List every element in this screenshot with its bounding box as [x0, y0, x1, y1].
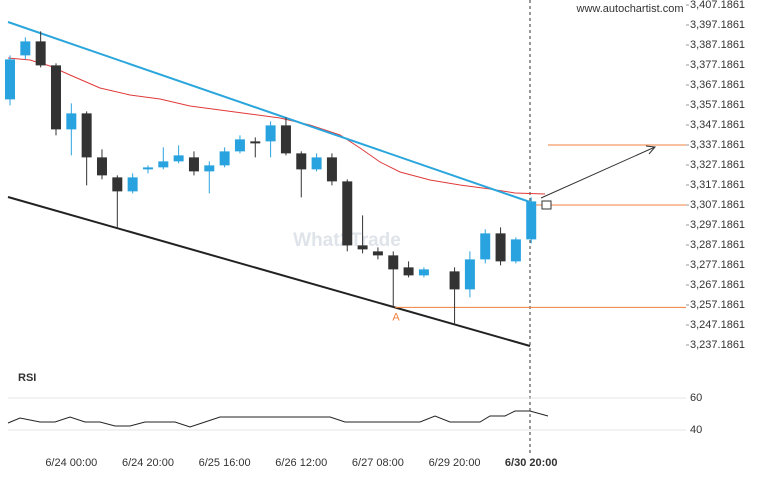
y-tick-label: 3,287.1861 [690, 239, 745, 251]
y-tick-label: 3,317.1861 [690, 179, 745, 191]
point-label: A [392, 311, 400, 323]
x-tick-label: 6/27 08:00 [352, 457, 404, 469]
y-tick-label: 3,407.1861 [690, 0, 745, 11]
source-label: www.autochartist.com [576, 3, 684, 15]
candle-body [50, 65, 61, 130]
x-tick-label: 6/24 00:00 [45, 457, 97, 469]
y-tick-label: 3,347.1861 [690, 119, 745, 131]
y-tick-label: 3,257.1861 [690, 299, 745, 311]
candle-body [510, 239, 521, 262]
x-tick-label: 6/29 20:00 [429, 457, 481, 469]
candle-body [495, 233, 506, 262]
x-tick-label: 6/25 16:00 [199, 457, 251, 469]
candle-body [296, 153, 307, 170]
candle-body [127, 177, 138, 192]
candle-body [326, 157, 337, 182]
candle-body [173, 155, 184, 162]
rsi-tick-label: 40 [690, 424, 702, 436]
y-tick-label: 3,357.1861 [690, 99, 745, 111]
candle-body [204, 165, 215, 172]
y-tick-label: 3,327.1861 [690, 159, 745, 171]
candle-body [142, 167, 153, 170]
candle-body [418, 269, 429, 276]
candle-body [342, 181, 353, 246]
candle-body [403, 267, 414, 276]
candle-body [66, 113, 77, 130]
y-tick-label: 3,297.1861 [690, 219, 745, 231]
forecast-arrow [540, 146, 656, 199]
candle-body [112, 177, 123, 192]
y-tick-label: 3,267.1861 [690, 279, 745, 291]
x-tick-label: 6/30 20:00 [505, 457, 558, 469]
candle-body [96, 157, 107, 176]
y-tick-label: 3,237.1861 [690, 339, 745, 351]
y-tick-label: 3,377.1861 [690, 59, 745, 71]
y-tick-label: 3,247.1861 [690, 319, 745, 331]
candle-body [250, 141, 261, 144]
y-tick-label: 3,307.1861 [690, 199, 745, 211]
candle-body [449, 271, 460, 290]
x-tick-label: 6/24 20:00 [122, 457, 174, 469]
candle-body [81, 113, 92, 158]
y-tick-label: 3,367.1861 [690, 79, 745, 91]
candle-body [464, 259, 475, 290]
y-tick-label: 3,397.1861 [690, 19, 745, 31]
x-tick-label: 6/26 12:00 [275, 457, 327, 469]
rsi-line [7, 410, 549, 428]
resistance-line [7, 21, 531, 203]
candle-body [234, 139, 245, 152]
rsi-label: RSI [18, 372, 36, 384]
candle-body [188, 157, 199, 172]
candle-body [311, 157, 322, 170]
candle-body [388, 255, 399, 270]
candle-body [219, 151, 230, 166]
support-line [7, 196, 531, 347]
candle-body [372, 251, 383, 256]
y-tick-label: 3,277.1861 [690, 259, 745, 271]
candle-body [357, 245, 368, 250]
candle-body [158, 161, 169, 168]
candle-body [35, 41, 46, 66]
candle-body [265, 125, 276, 142]
candle-body [280, 125, 291, 154]
y-tick-label: 3,387.1861 [690, 39, 745, 51]
candle-body [20, 41, 31, 56]
moving-average [7, 57, 546, 195]
y-tick-label: 3,337.1861 [690, 139, 745, 151]
candle-body [5, 59, 15, 100]
forecast-arrow-head [645, 145, 656, 155]
candle-body [526, 201, 537, 240]
candle-body [480, 233, 491, 260]
projection-box [541, 200, 552, 210]
rsi-tick-label: 60 [690, 392, 702, 404]
